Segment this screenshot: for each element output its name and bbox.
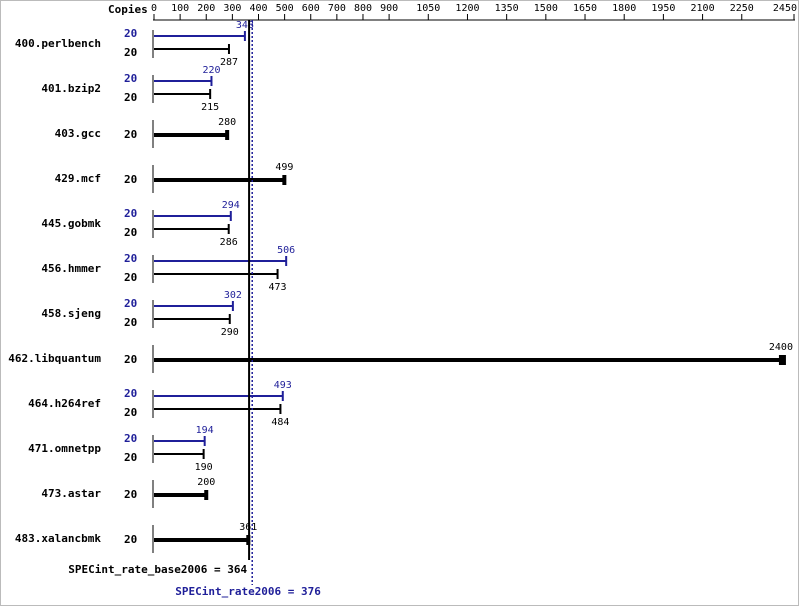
copies-label: 20 xyxy=(124,353,137,366)
category-label: 429.mcf xyxy=(55,172,101,185)
value-label: 506 xyxy=(277,245,295,256)
reference-label: SPECint_rate2006 = 376 xyxy=(175,585,321,598)
copies-label: 20 xyxy=(124,46,137,59)
copies-label: 20 xyxy=(124,488,137,501)
value-label: 294 xyxy=(222,200,240,211)
bar xyxy=(154,490,209,500)
value-label: 484 xyxy=(271,417,289,428)
x-tick-label: 200 xyxy=(197,3,215,14)
copies-label: 20 xyxy=(124,297,137,310)
bar xyxy=(154,436,206,446)
category-label: 445.gobmk xyxy=(41,217,101,230)
bar xyxy=(154,391,284,401)
x-tick-label: 0 xyxy=(151,3,157,14)
x-tick-label: 900 xyxy=(380,3,398,14)
x-tick-label: 1650 xyxy=(573,3,597,14)
value-label: 286 xyxy=(220,237,238,248)
x-tick-label: 500 xyxy=(276,3,294,14)
bar xyxy=(154,31,246,41)
x-tick-label: 600 xyxy=(302,3,320,14)
category-label: 401.bzip2 xyxy=(41,82,101,95)
copies-label: 20 xyxy=(124,226,137,239)
bar xyxy=(154,301,234,311)
value-label: 290 xyxy=(221,327,239,338)
copies-label: 20 xyxy=(124,271,137,284)
value-label: 493 xyxy=(274,380,292,391)
bar xyxy=(154,76,213,86)
copies-label: 20 xyxy=(124,173,137,186)
category-label: 456.hmmer xyxy=(41,262,101,275)
value-label: 190 xyxy=(195,462,213,473)
category-label: 458.sjeng xyxy=(41,307,101,320)
bar xyxy=(154,130,230,140)
value-label: 302 xyxy=(224,290,242,301)
copies-label: 20 xyxy=(124,406,137,419)
value-label: 215 xyxy=(201,102,219,113)
category-label: 483.xalancbmk xyxy=(15,532,101,545)
copies-label: 20 xyxy=(124,72,137,85)
copies-label: 20 xyxy=(124,91,137,104)
copies-label: 20 xyxy=(124,27,137,40)
bar xyxy=(154,256,288,266)
value-label: 2400 xyxy=(769,342,793,353)
value-label: 287 xyxy=(220,57,238,68)
x-tick-label: 300 xyxy=(223,3,241,14)
bar xyxy=(154,404,282,414)
value-label: 348 xyxy=(236,20,254,31)
reference-label: SPECint_rate_base2006 = 364 xyxy=(68,563,247,576)
x-tick-label: 2100 xyxy=(691,3,715,14)
bar xyxy=(154,269,279,279)
value-label: 499 xyxy=(275,162,293,173)
category-label: 403.gcc xyxy=(55,127,101,140)
value-label: 200 xyxy=(197,477,215,488)
copies-label: 20 xyxy=(124,316,137,329)
value-label: 194 xyxy=(196,425,214,436)
copies-label: 20 xyxy=(124,432,137,445)
x-tick-label: 1800 xyxy=(612,3,636,14)
bar xyxy=(154,355,786,365)
bar xyxy=(154,44,230,54)
category-label: 471.omnetpp xyxy=(28,442,101,455)
copies-label: 20 xyxy=(124,387,137,400)
bar xyxy=(154,449,205,459)
bar xyxy=(154,314,231,324)
bar xyxy=(154,211,232,221)
copies-label: 20 xyxy=(124,252,137,265)
bar xyxy=(154,224,230,234)
x-tick-label: 1350 xyxy=(495,3,519,14)
value-label: 473 xyxy=(269,282,287,293)
copies-label: 20 xyxy=(124,451,137,464)
bar xyxy=(154,175,287,185)
copies-label: 20 xyxy=(124,128,137,141)
x-tick-label: 800 xyxy=(354,3,372,14)
category-label: 473.astar xyxy=(41,487,101,500)
category-label: 462.libquantum xyxy=(8,352,101,365)
x-tick-label: 1050 xyxy=(416,3,440,14)
x-tick-label: 400 xyxy=(249,3,267,14)
x-tick-label: 1950 xyxy=(651,3,675,14)
category-label: 400.perlbench xyxy=(15,37,101,50)
copies-label: 20 xyxy=(124,207,137,220)
x-tick-label: 2250 xyxy=(730,3,754,14)
x-tick-label: 1200 xyxy=(455,3,479,14)
x-tick-label: 100 xyxy=(171,3,189,14)
category-label: 464.h264ref xyxy=(28,397,101,410)
value-label: 280 xyxy=(218,117,236,128)
x-tick-label: 2450 xyxy=(773,3,797,14)
value-label: 220 xyxy=(202,65,220,76)
x-axis-label: Copies xyxy=(108,3,148,16)
x-tick-label: 1500 xyxy=(534,3,558,14)
copies-label: 20 xyxy=(124,533,137,546)
bar xyxy=(154,89,212,99)
x-tick-label: 700 xyxy=(328,3,346,14)
